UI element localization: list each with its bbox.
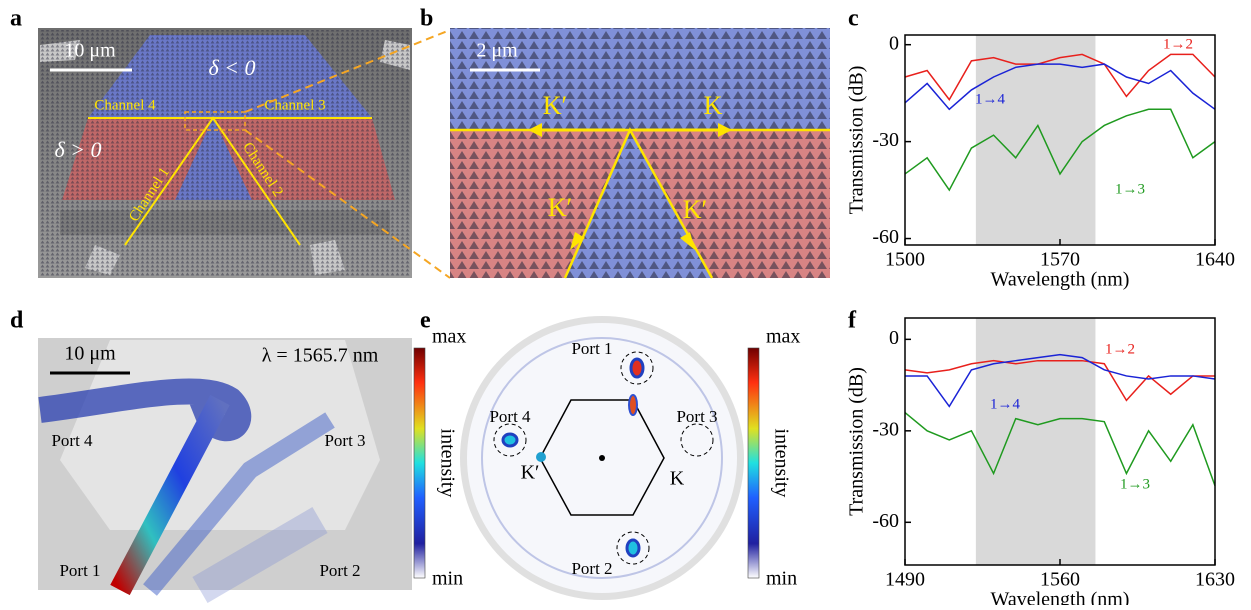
series-label: 1→3 — [1120, 476, 1150, 492]
series-label: 1→4 — [975, 91, 1006, 107]
valley-label: K′ — [543, 91, 567, 120]
y-tick-label: -60 — [872, 226, 899, 248]
panel-label: d — [10, 308, 24, 334]
port-label: Port 2 — [319, 561, 360, 580]
valley-label: K — [670, 468, 685, 490]
valley-label: K′ — [548, 193, 572, 222]
figure: 10 μm δ < 0 δ > 0 Channel 4 Channel 3 Ch… — [0, 0, 1251, 605]
series-label: 1→4 — [990, 396, 1021, 412]
x-tick-label: 1490 — [885, 569, 925, 591]
y-tick-label: -30 — [872, 129, 899, 151]
y-axis-label: Transmission (dB) — [846, 66, 868, 215]
hot-spot — [536, 452, 546, 462]
scale-label: 10 μm — [64, 343, 116, 365]
panel-label: c — [848, 6, 859, 32]
port-label: Port 1 — [59, 561, 100, 580]
hot-spot — [503, 434, 517, 446]
x-tick-label: 1500 — [885, 249, 925, 271]
port-label: Port 3 — [676, 407, 717, 426]
panel-label: e — [420, 308, 431, 334]
scale-label: 10 μm — [64, 40, 116, 62]
valley-label: K′ — [683, 195, 707, 224]
panel-b: 2 μm K′ K K′ K′ b — [420, 6, 830, 279]
colorbar-label: max — [766, 326, 800, 348]
port-label: Port 1 — [571, 339, 612, 358]
panel-e: Port 1 Port 2 Port 3 Port 4 K′ K max int… — [420, 308, 800, 601]
series-label: 1→2 — [1105, 341, 1135, 357]
valley-label: K — [704, 91, 723, 120]
panel-label: b — [420, 6, 433, 32]
x-tick-label: 1570 — [1040, 249, 1080, 271]
panel-label: f — [848, 308, 857, 334]
y-tick-label: 0 — [889, 327, 899, 349]
panel-a: 10 μm δ < 0 δ > 0 Channel 4 Channel 3 Ch… — [10, 6, 412, 279]
x-axis-label: Wavelength (nm) — [991, 589, 1130, 605]
hot-spot — [631, 359, 643, 377]
region-label: δ < 0 — [208, 55, 255, 80]
colorbar — [748, 348, 759, 578]
gamma-point — [599, 455, 605, 461]
y-tick-label: 0 — [889, 32, 899, 54]
x-axis-label: Wavelength (nm) — [991, 269, 1130, 291]
region-label: δ > 0 — [54, 137, 101, 162]
y-tick-label: -60 — [872, 510, 899, 532]
wavelength-label: λ = 1565.7 nm — [262, 345, 379, 367]
colorbar-label: min — [766, 568, 797, 590]
y-axis-label: Transmission (dB) — [846, 367, 868, 516]
y-tick-label: -30 — [872, 418, 899, 440]
shaded-band — [976, 318, 1096, 565]
x-tick-label: 1640 — [1195, 249, 1235, 271]
channel-label: Channel 4 — [94, 97, 156, 113]
colorbar-label: min — [432, 568, 463, 590]
series-label: 1→3 — [1115, 181, 1145, 197]
colorbar-label: intensity — [770, 429, 792, 498]
valley-label: K′ — [521, 462, 540, 484]
port-label: Port 4 — [51, 431, 93, 450]
hot-spot — [627, 540, 639, 556]
lattice — [450, 28, 830, 278]
colorbar — [414, 348, 425, 578]
x-tick-label: 1560 — [1040, 569, 1080, 591]
page: {"panels": { "a": {"label": "a", "scale_… — [0, 0, 1251, 610]
series-label: 1→2 — [1163, 36, 1193, 52]
panel-label: a — [10, 6, 22, 32]
colorbar-label: intensity — [436, 429, 458, 498]
port-label: Port 4 — [489, 407, 531, 426]
port-label: Port 3 — [324, 431, 365, 450]
port-label: Port 2 — [571, 559, 612, 578]
scale-label: 2 μm — [476, 40, 518, 62]
x-tick-label: 1630 — [1195, 569, 1235, 591]
colorbar-label: max — [432, 326, 466, 348]
panel-d: 10 μm λ = 1565.7 nm Port 1 Port 2 Port 3… — [10, 308, 466, 591]
hot-spot — [629, 395, 637, 415]
